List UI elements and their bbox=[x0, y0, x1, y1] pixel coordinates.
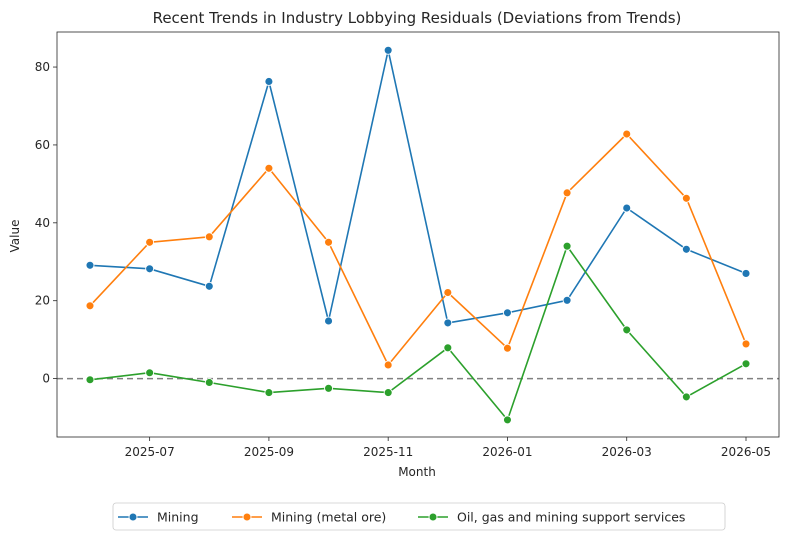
data-point bbox=[145, 264, 155, 274]
x-tick-label: 2026-03 bbox=[602, 445, 652, 459]
data-point bbox=[443, 288, 453, 297]
data-point bbox=[622, 203, 632, 213]
y-tick-label: 0 bbox=[42, 372, 50, 386]
y-tick-label: 40 bbox=[35, 216, 50, 230]
data-point bbox=[85, 375, 95, 385]
x-tick-label: 2025-07 bbox=[125, 445, 175, 459]
y-tick-label: 60 bbox=[35, 138, 50, 152]
data-point bbox=[741, 339, 751, 349]
data-point bbox=[622, 129, 632, 139]
data-point bbox=[622, 325, 632, 335]
series-line-0 bbox=[89, 49, 747, 324]
data-point bbox=[264, 388, 274, 398]
x-tick-label: 2026-01 bbox=[482, 445, 532, 459]
plot-area: 0 20 40 60 80 2025-07 2025-09 2025-11 2026-01 202… bbox=[35, 31, 780, 459]
data-point bbox=[383, 388, 393, 398]
data-point bbox=[741, 359, 751, 369]
data-point bbox=[443, 318, 453, 328]
data-point bbox=[741, 268, 751, 278]
x-tick-label: 2026-05 bbox=[721, 445, 771, 459]
plot-frame bbox=[56, 31, 780, 438]
data-point bbox=[145, 368, 155, 378]
x-tick-label: 2025-11 bbox=[363, 445, 413, 459]
y-axis-title: Value bbox=[8, 220, 22, 253]
legend-label: Mining (metal ore) bbox=[271, 510, 386, 525]
series-line-2 bbox=[89, 245, 747, 421]
y-tick-label: 80 bbox=[35, 60, 50, 74]
x-axis-title: Month bbox=[398, 465, 436, 479]
data-point bbox=[383, 360, 393, 370]
legend-label: Mining bbox=[157, 510, 199, 525]
legend-swatch-marker bbox=[128, 512, 138, 522]
legend-label: Oil, gas and mining support services bbox=[457, 510, 685, 525]
data-point bbox=[204, 281, 214, 291]
x-tick-label: 2025-09 bbox=[244, 445, 294, 459]
data-point bbox=[85, 301, 95, 311]
series-line-1 bbox=[89, 133, 747, 366]
y-tick-label: 20 bbox=[35, 294, 50, 308]
data-point bbox=[562, 188, 572, 198]
data-point bbox=[503, 308, 512, 318]
data-point bbox=[264, 163, 274, 173]
data-point bbox=[264, 77, 274, 86]
legend-swatch-marker bbox=[428, 512, 438, 522]
data-point bbox=[324, 316, 333, 326]
data-point bbox=[503, 343, 512, 353]
data-point bbox=[503, 415, 512, 425]
legend-swatch-marker bbox=[242, 512, 252, 522]
data-point bbox=[204, 232, 214, 242]
data-point bbox=[562, 295, 572, 305]
data-point bbox=[85, 260, 95, 270]
data-point bbox=[562, 241, 572, 251]
data-point bbox=[324, 383, 333, 393]
data-point bbox=[204, 378, 214, 387]
data-point bbox=[681, 392, 691, 402]
data-point bbox=[324, 237, 333, 247]
legend: Mining Mining (metal ore) Oil, gas and min… bbox=[112, 502, 726, 531]
data-point bbox=[383, 45, 393, 55]
chart-title: Recent Trends in Industry Lobbying Resid… bbox=[153, 9, 682, 27]
data-point bbox=[681, 244, 691, 254]
data-point bbox=[681, 193, 691, 203]
data-point bbox=[145, 237, 155, 247]
data-point bbox=[443, 343, 453, 353]
